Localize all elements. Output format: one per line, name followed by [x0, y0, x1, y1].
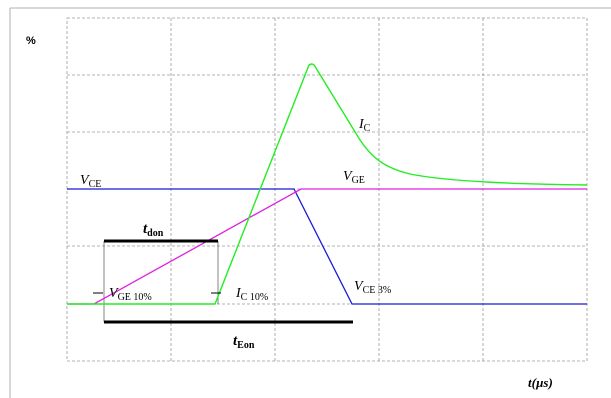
- series-ic-line: [67, 63, 588, 305]
- label-vge: VGE: [343, 169, 365, 186]
- label-ic-sub: C: [364, 123, 371, 134]
- label-vce-main: V: [80, 173, 90, 188]
- label-vce: VCE: [80, 173, 101, 190]
- label-ic-main: I: [358, 117, 365, 132]
- label-vge10-sub: GE 10%: [118, 292, 152, 303]
- label-vce3: VCE 3%: [354, 279, 391, 296]
- label-ic10-main: I: [235, 286, 242, 301]
- series-vce-line: [67, 188, 587, 305]
- label-tdon: tdon: [143, 221, 164, 239]
- x-axis-unit-label: t(µs): [528, 375, 553, 390]
- label-teon: tEon: [233, 333, 255, 351]
- series-vge-line: [67, 188, 587, 305]
- label-tdon-main: t: [143, 221, 148, 237]
- label-vce3-sub: CE 3%: [363, 285, 392, 296]
- label-tdon-sub: don: [147, 228, 164, 239]
- label-vge10-main: V: [109, 286, 119, 301]
- label-vce-sub: CE: [89, 179, 102, 190]
- label-teon-sub: Eon: [237, 340, 255, 351]
- label-vce3-main: V: [354, 279, 364, 294]
- label-vge10: VGE 10%: [109, 286, 152, 303]
- label-vge-main: V: [343, 169, 353, 184]
- label-vge-sub: GE: [352, 175, 365, 186]
- label-ic: IC: [358, 117, 371, 134]
- y-axis-unit-label: %: [26, 35, 36, 47]
- label-ic10: IC 10%: [235, 286, 268, 303]
- label-teon-main: t: [233, 333, 238, 349]
- label-ic10-sub: C 10%: [241, 292, 269, 303]
